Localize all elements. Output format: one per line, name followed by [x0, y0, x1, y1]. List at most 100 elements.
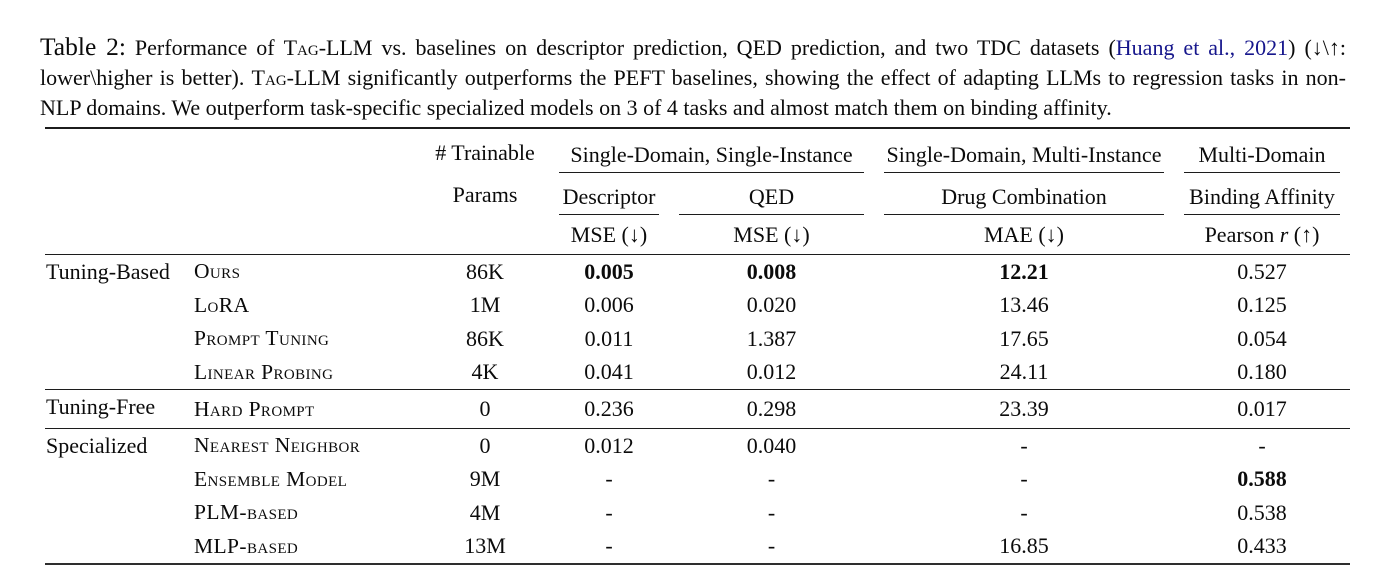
- binding-affinity-cell: 0.054: [1237, 325, 1287, 351]
- params-cell: 13M: [464, 533, 506, 559]
- caption-text-2: vs. baselines on descriptor prediction, …: [372, 35, 1116, 60]
- descriptor-cell: 0.005: [584, 258, 634, 284]
- header-row-groups: # Trainable Single-Domain, Single-Instan…: [45, 128, 1350, 173]
- metric-pearson-variable: r: [1279, 222, 1289, 247]
- caption-text-4: (↓\↑: lower\higher is better).: [40, 35, 1346, 90]
- model-name: Tag-LLM: [283, 35, 373, 60]
- method-cell: MLP-based: [194, 533, 299, 558]
- metric-pearson-prefix: Pearson: [1204, 222, 1280, 247]
- params-cell: 0: [479, 432, 491, 458]
- qed-cell: -: [767, 499, 776, 525]
- drug-combination-cell: 23.39: [999, 396, 1049, 421]
- empty-header: [45, 173, 421, 215]
- group-specialized: Specialized Nearest Neighbor 0 0.012 0.0…: [45, 428, 1350, 565]
- descriptor-cell: 0.011: [584, 325, 634, 351]
- table-row: Linear Probing 4K 0.041 0.012 24.11 0.18…: [45, 356, 1350, 390]
- table-row: PLM-based 4M - - - 0.538: [45, 496, 1350, 530]
- group-label-specialized: Specialized: [46, 433, 148, 458]
- drug-combination-cell: 17.65: [999, 325, 1049, 351]
- method-cell: Hard Prompt: [194, 396, 315, 421]
- caption-text-1: Performance of: [125, 35, 284, 60]
- method-cell: Nearest Neighbor: [194, 433, 361, 458]
- binding-affinity-cell: 0.433: [1237, 533, 1287, 559]
- table-row: Tuning-Based Ours 86K 0.005 0.008 12.21 …: [45, 255, 1350, 289]
- table-caption: Table 2: Performance of Tag-LLM vs. base…: [40, 33, 1346, 123]
- table-row: Prompt Tuning 86K 0.011 1.387 17.65 0.05…: [45, 322, 1350, 356]
- qed-cell: 1.387: [746, 325, 797, 351]
- caption-text-5: significantly outperforms the PEFT basel…: [40, 65, 1346, 120]
- table-header: # Trainable Single-Domain, Single-Instan…: [45, 128, 1350, 255]
- caption-text-3: ): [1288, 35, 1296, 60]
- table-row: Specialized Nearest Neighbor 0 0.012 0.0…: [45, 429, 1350, 463]
- metric-header-drug-mae: MAE (↓): [983, 222, 1065, 247]
- caption-label: Table 2:: [40, 32, 126, 61]
- metric-header-pearson: Pearson r (↑): [1174, 215, 1350, 255]
- col-group-single-domain-multi-instance: Single-Domain, Multi-Instance: [874, 128, 1174, 173]
- header-row-metrics: MSE (↓) MSE (↓) MAE (↓) Pearson r (↑): [45, 215, 1350, 255]
- binding-affinity-cell: 0.538: [1237, 499, 1287, 525]
- params-cell: 0: [479, 396, 491, 421]
- metric-header-qed-mse: MSE (↓): [733, 222, 810, 247]
- header-row-tasks: Params Descriptor QED Drug Combination B…: [45, 173, 1350, 215]
- group-label-tuning-based: Tuning-Based: [46, 259, 170, 284]
- task-label: QED: [679, 184, 864, 215]
- group-tuning-free: Tuning-Free Hard Prompt 0 0.236 0.298 23…: [45, 389, 1350, 429]
- results-table: # Trainable Single-Domain, Single-Instan…: [45, 127, 1350, 565]
- method-cell: Ours: [194, 259, 241, 284]
- binding-affinity-cell: 0.588: [1237, 466, 1287, 492]
- binding-affinity-cell: -: [1258, 432, 1266, 458]
- col-group-label: Single-Domain, Single-Instance: [559, 142, 864, 173]
- drug-combination-cell: -: [1020, 432, 1028, 458]
- table-row: LoRA 1M 0.006 0.020 13.46 0.125: [45, 289, 1350, 323]
- method-cell: Prompt Tuning: [194, 326, 330, 351]
- qed-cell: 0.020: [746, 292, 797, 318]
- descriptor-cell: -: [605, 499, 613, 525]
- metric-pearson-suffix: (↑): [1288, 222, 1320, 247]
- drug-combination-cell: 24.11: [999, 359, 1049, 385]
- task-label: Drug Combination: [884, 184, 1164, 215]
- params-cell: 86K: [466, 325, 504, 351]
- descriptor-cell: 0.012: [584, 432, 634, 458]
- col-header-descriptor: Descriptor: [549, 173, 669, 215]
- method-cell: Ensemble Model: [194, 466, 348, 491]
- method-cell: Linear Probing: [194, 359, 334, 384]
- col-header-qed: QED: [669, 173, 874, 215]
- col-header-trainable-line1: # Trainable: [435, 140, 535, 165]
- empty-header: [45, 128, 421, 173]
- drug-combination-cell: -: [1020, 466, 1028, 492]
- col-group-multi-domain: Multi-Domain: [1174, 128, 1350, 173]
- params-cell: 1M: [469, 292, 501, 318]
- binding-affinity-cell: 0.017: [1237, 396, 1287, 421]
- descriptor-cell: 0.041: [584, 359, 634, 385]
- citation-link[interactable]: Huang et al., 2021: [1115, 35, 1289, 60]
- qed-cell: -: [767, 533, 776, 559]
- qed-cell: 0.008: [746, 258, 797, 284]
- col-group-label: Multi-Domain: [1184, 142, 1340, 173]
- empty-header: [45, 215, 549, 255]
- metric-header-descriptor-mse: MSE (↓): [570, 222, 648, 247]
- table-row: Ensemble Model 9M - - - 0.588: [45, 463, 1350, 497]
- model-name: Tag-LLM: [251, 65, 341, 90]
- params-cell: 4M: [469, 499, 501, 525]
- descriptor-cell: 0.006: [584, 292, 634, 318]
- col-group-single-domain-single-instance: Single-Domain, Single-Instance: [549, 128, 874, 173]
- descriptor-cell: -: [605, 533, 613, 559]
- binding-affinity-cell: 0.125: [1237, 292, 1287, 318]
- qed-cell: 0.040: [746, 432, 797, 458]
- group-label-tuning-free: Tuning-Free: [46, 394, 156, 419]
- binding-affinity-cell: 0.527: [1237, 258, 1287, 284]
- col-header-drug-combination: Drug Combination: [874, 173, 1174, 215]
- params-cell: 86K: [466, 258, 504, 284]
- descriptor-cell: -: [605, 466, 613, 492]
- task-label: Binding Affinity: [1184, 184, 1340, 215]
- drug-combination-cell: 12.21: [999, 258, 1049, 284]
- table-row: MLP-based 13M - - 16.85 0.433: [45, 530, 1350, 565]
- qed-cell: -: [767, 466, 776, 492]
- col-header-trainable-line2: Params: [452, 182, 518, 207]
- binding-affinity-cell: 0.180: [1237, 359, 1287, 385]
- group-tuning-based: Tuning-Based Ours 86K 0.005 0.008 12.21 …: [45, 255, 1350, 390]
- task-label: Descriptor: [559, 184, 659, 215]
- col-header-binding-affinity: Binding Affinity: [1174, 173, 1350, 215]
- col-group-label: Single-Domain, Multi-Instance: [884, 142, 1164, 173]
- method-cell: LoRA: [194, 292, 250, 317]
